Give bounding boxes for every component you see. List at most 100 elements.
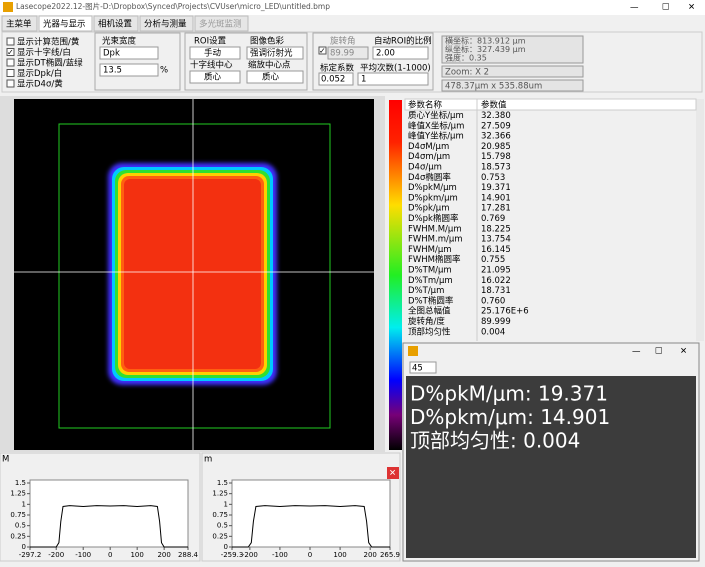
y-tick-label: 1.25 bbox=[212, 490, 228, 498]
table-cell: 0.760 bbox=[481, 296, 505, 306]
table-cell: 质心Y坐标/μm bbox=[408, 110, 464, 121]
popup-icon bbox=[408, 346, 418, 356]
x-tick-label: 200 bbox=[363, 551, 376, 559]
y-tick-label: 1.5 bbox=[15, 479, 26, 487]
table-cell: D%pkM/μm bbox=[408, 183, 457, 193]
result-line: 顶部均匀性: 0.004 bbox=[410, 429, 580, 453]
x-tick-label: 200 bbox=[157, 551, 170, 559]
plot-area bbox=[30, 480, 188, 547]
zoom-center-label: 缩放中心点 bbox=[248, 60, 291, 71]
close[interactable]: ✕ bbox=[688, 3, 695, 13]
y-tick-label: 0.75 bbox=[10, 511, 26, 519]
tab-label: 主菜单 bbox=[6, 19, 32, 30]
table-cell: 32.366 bbox=[481, 132, 511, 142]
checkbox[interactable] bbox=[7, 59, 14, 66]
table-cell: 16.145 bbox=[481, 245, 511, 255]
table-cell: 18.573 bbox=[481, 163, 511, 173]
checkbox[interactable] bbox=[7, 70, 14, 77]
option-label: 显示十字线/白 bbox=[17, 47, 71, 58]
y-tick-label: 1 bbox=[224, 500, 228, 508]
table-cell: D%pk/μm bbox=[408, 204, 450, 214]
minimize[interactable]: — bbox=[630, 3, 639, 13]
y-tick-label: 0 bbox=[22, 543, 26, 551]
y-tick-label: 0.5 bbox=[15, 522, 26, 530]
table-cell: 0.769 bbox=[481, 214, 505, 224]
option-label: 显示计算范围/黄 bbox=[17, 37, 80, 48]
avg-label: 平均次数(1-1000) bbox=[360, 63, 431, 74]
popup-input-value: 45 bbox=[412, 364, 423, 374]
table-cell: 15.798 bbox=[481, 152, 511, 162]
table-cell: D%pk椭圆率 bbox=[408, 213, 459, 224]
tab-label: 分析与测量 bbox=[144, 19, 187, 30]
table-cell: D%T椭圆率 bbox=[408, 295, 454, 306]
x-tick-label: 100 bbox=[130, 551, 143, 559]
close-icon: ✕ bbox=[389, 469, 396, 479]
method-value: Dpk bbox=[103, 49, 120, 59]
colorbar bbox=[389, 100, 402, 450]
popup-close[interactable]: ✕ bbox=[680, 347, 687, 357]
x-tick-label: -100 bbox=[272, 551, 288, 559]
option-label: 显示D4σ/黄 bbox=[17, 79, 63, 90]
table-cell: 全图总幅值 bbox=[408, 306, 451, 317]
cursor-line: 横坐标：813.912 μm bbox=[445, 36, 526, 46]
rotation-label: 旋转角 bbox=[330, 36, 356, 47]
table-cell: 0.004 bbox=[481, 327, 505, 337]
table-cell: 25.176E+6 bbox=[481, 307, 529, 317]
table-cell: 0.755 bbox=[481, 255, 505, 265]
checkbox[interactable] bbox=[7, 80, 14, 87]
profile-label: m bbox=[204, 455, 212, 465]
table-cell: D4σm/μm bbox=[408, 152, 450, 162]
profile-label: M bbox=[2, 455, 9, 465]
table-header bbox=[405, 99, 696, 110]
popup-max[interactable]: ☐ bbox=[655, 347, 663, 357]
y-tick-label: 1.25 bbox=[10, 490, 26, 498]
cross-value: 质心 bbox=[204, 72, 222, 83]
header-cell: 参数名称 bbox=[408, 100, 443, 111]
avg-input[interactable] bbox=[358, 73, 428, 85]
cursor-line: 强度：0.35 bbox=[445, 53, 487, 63]
x-tick-label: -297.2 bbox=[19, 551, 42, 559]
x-tick-label: 265.9 bbox=[380, 551, 400, 559]
table-cell: D%Tm/μm bbox=[408, 276, 453, 286]
rotation-value: 89.99 bbox=[330, 49, 354, 59]
table-cell: 13.754 bbox=[481, 235, 511, 245]
scrollbar[interactable] bbox=[696, 99, 704, 341]
plot-area bbox=[232, 480, 390, 547]
y-tick-label: 0 bbox=[224, 543, 228, 551]
table-cell: D4σ椭圆率 bbox=[408, 172, 451, 183]
y-tick-label: 0.25 bbox=[212, 532, 228, 540]
table-cell: 18.731 bbox=[481, 286, 511, 296]
clip-value: 13.5 bbox=[103, 66, 122, 76]
popup-min[interactable]: — bbox=[632, 347, 641, 357]
maximize[interactable]: ☐ bbox=[662, 3, 670, 13]
cursor-line: 纵坐标：327.439 μm bbox=[445, 44, 526, 54]
tab-label: 多光斑监测 bbox=[199, 19, 242, 30]
table-cell: 17.281 bbox=[481, 204, 511, 214]
table-cell: FWHM椭圆率 bbox=[408, 254, 461, 265]
table-cell: 18.225 bbox=[481, 224, 511, 234]
table-cell: 32.380 bbox=[481, 111, 511, 121]
table-cell: D%pkm/μm bbox=[408, 193, 458, 203]
table-cell: 0.753 bbox=[481, 173, 505, 183]
tab-label: 光器与显示 bbox=[43, 19, 86, 30]
size-text: 478.37μm x 535.88um bbox=[445, 82, 542, 92]
option-label: 显示DT椭圆/蓝绿 bbox=[17, 58, 83, 69]
checkbox[interactable] bbox=[7, 38, 14, 45]
roi-label: ROI设置 bbox=[194, 36, 227, 47]
zoom-text: Zoom: X 2 bbox=[445, 68, 489, 78]
x-tick-label: 0 bbox=[308, 551, 312, 559]
avg-value: 1 bbox=[361, 75, 366, 85]
x-tick-label: 288.4 bbox=[178, 551, 199, 559]
y-tick-label: 1 bbox=[22, 500, 26, 508]
table-cell: 27.509 bbox=[481, 121, 511, 131]
result-line: D%pkM/μm: 19.371 bbox=[410, 382, 608, 406]
table-cell: D%TM/μm bbox=[408, 266, 452, 276]
y-tick-label: 0.75 bbox=[212, 511, 228, 519]
table-cell: 89.999 bbox=[481, 317, 511, 327]
table-cell: FWHM.M/μm bbox=[408, 224, 462, 234]
x-tick-label: -200 bbox=[48, 551, 64, 559]
x-tick-label: -259.3 bbox=[221, 551, 244, 559]
x-tick-label: 100 bbox=[333, 551, 346, 559]
check-mark: ✓ bbox=[7, 48, 14, 57]
